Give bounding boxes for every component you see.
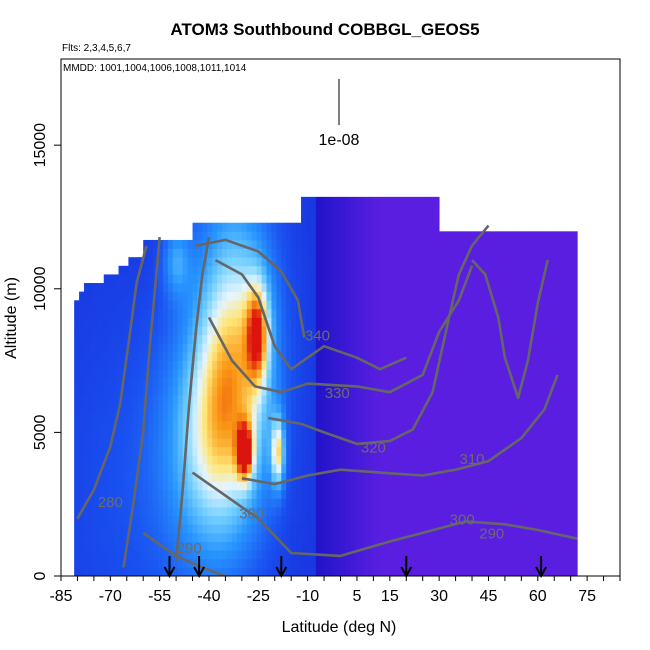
x-tick-label: -10 [296, 588, 319, 605]
contour-label-7: 300 [450, 511, 475, 528]
x-tick-label: -25 [247, 588, 270, 605]
scale-label: 1e-08 [319, 132, 360, 149]
contour-label-1: 290 [177, 540, 202, 557]
x-tick-label: -40 [197, 588, 220, 605]
contour-label-8: 290 [479, 526, 504, 543]
contour-line-1 [122, 236, 161, 568]
flights-annotation: Flts: 2,3,4,5,6,7 [62, 43, 131, 54]
dates-annotation: MMDD: 1001,1004,1006,1008,1011,1014 [63, 63, 247, 74]
flight-arrow-1 [193, 556, 205, 579]
contour-line-8 [214, 258, 407, 371]
contour-line-3 [142, 531, 226, 576]
contour-label-4: 330 [325, 385, 350, 402]
x-tick-label: -85 [49, 588, 72, 605]
x-axis: -85 -70 -55 -40 -25 -10 5 15 30 45 60 75 [49, 576, 621, 605]
x-axis-label: Latitude (deg N) [282, 619, 397, 636]
flight-arrows [163, 556, 547, 579]
x-tick-label: -70 [99, 588, 122, 605]
contour-label-2: 300 [239, 506, 264, 523]
contour-line-9 [195, 238, 306, 338]
contour-line-4 [191, 471, 578, 558]
y-tick-label: 5000 [32, 414, 49, 450]
x-tick-label: -55 [148, 588, 171, 605]
y-tick-label: 0 [32, 571, 49, 580]
heatmap-layer [74, 196, 578, 576]
contour-label-5: 320 [361, 439, 386, 456]
contour-label-0: 280 [98, 494, 123, 511]
contour-line-6 [267, 224, 490, 446]
flight-arrow-4 [535, 556, 547, 579]
y-tick-label: 15000 [32, 123, 49, 168]
contour-line-0 [76, 245, 148, 520]
flight-arrow-0 [163, 556, 176, 579]
y-tick-label: 10000 [32, 266, 49, 311]
x-tick-label: 60 [529, 588, 547, 605]
contour-line-7 [207, 265, 474, 394]
contour-line-2 [174, 236, 211, 562]
x-tick-label: 30 [430, 588, 448, 605]
x-tick-label: 5 [352, 588, 361, 605]
contour-line-10 [471, 259, 549, 400]
flight-arrow-2 [275, 556, 288, 579]
chart-title: ATOM3 Southbound COBBGL_GEOS5 [170, 20, 479, 39]
contour-line-5 [241, 374, 559, 486]
contour-label-6: 310 [460, 451, 485, 468]
x-tick-label: 45 [480, 588, 498, 605]
y-axis-label: Altitude (m) [3, 277, 20, 359]
y-axis: 0 5000 10000 15000 [32, 123, 61, 580]
x-tick-label: 15 [381, 588, 399, 605]
contour-lines [76, 224, 578, 576]
x-tick-label: 75 [578, 588, 596, 605]
contour-label-3: 340 [305, 327, 330, 344]
